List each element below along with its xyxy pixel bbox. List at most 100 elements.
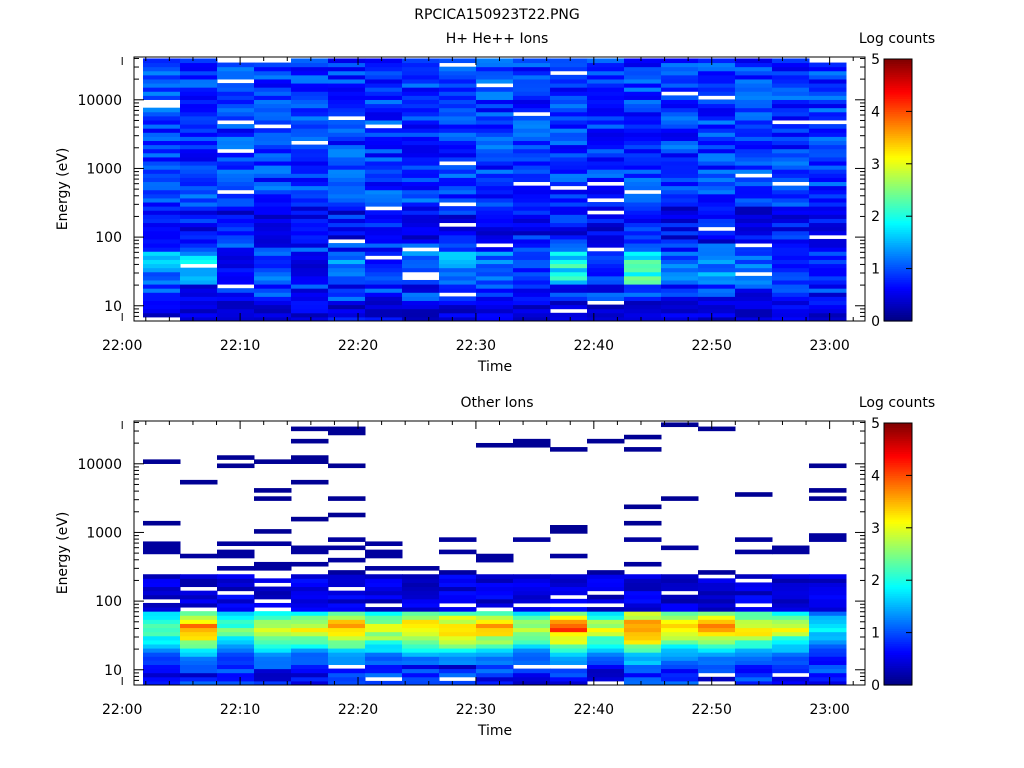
heatmap-cell [439, 181, 477, 187]
heatmap-cell [402, 300, 440, 306]
colorbar-swatch [884, 135, 912, 139]
heatmap-cell [550, 181, 588, 187]
colorbar-swatch [884, 632, 912, 636]
heatmap-cell [661, 598, 699, 604]
heatmap-cell [698, 243, 736, 248]
heatmap-cell [698, 119, 736, 125]
colorbar-swatch [884, 547, 912, 551]
heatmap-cell [180, 615, 218, 620]
heatmap-cell [291, 594, 329, 600]
heatmap-cell [624, 598, 662, 604]
heatmap-cell [143, 582, 181, 588]
heatmap-cell [365, 292, 403, 297]
heatmap-cell [809, 668, 847, 674]
heatmap-cell [698, 570, 736, 575]
heatmap-cell [439, 119, 477, 125]
heatmap-cell [365, 181, 403, 187]
heatmap-cell [291, 549, 329, 555]
heatmap-cell [143, 78, 181, 84]
heatmap-cell [772, 238, 810, 244]
heatmap-cell [217, 304, 255, 310]
heatmap-cell [217, 173, 255, 178]
heatmap-cell [550, 271, 588, 277]
heatmap-cell [254, 623, 292, 629]
colorbar-swatch [884, 198, 912, 202]
heatmap-cell [180, 197, 218, 203]
heatmap-cells-1 [143, 58, 847, 322]
heatmap-cell [439, 255, 477, 260]
heatmap-cell [180, 631, 218, 637]
heatmap-cell [217, 234, 255, 240]
heatmap-cell [772, 230, 810, 236]
heatmap-cell [180, 230, 218, 236]
heatmap-cell [735, 103, 773, 109]
heatmap-cell [513, 132, 551, 137]
heatmap-cell [365, 316, 403, 322]
heatmap-cell [143, 91, 181, 96]
heatmap-cell [772, 611, 810, 616]
heatmap-cell [624, 234, 662, 240]
heatmap-cell [661, 578, 699, 583]
heatmap-cell [698, 173, 736, 178]
heatmap-cell [624, 288, 662, 293]
heatmap-cell [217, 222, 255, 228]
heatmap-cell [661, 148, 699, 154]
colorbar-swatch [884, 621, 912, 625]
heatmap-cell [328, 275, 366, 281]
heatmap-cell [328, 148, 366, 154]
heatmap-cell [439, 594, 477, 600]
colorbar-swatch [884, 181, 912, 185]
heatmap-cell [439, 214, 477, 219]
heatmap-cell [550, 197, 588, 203]
heatmap-cell [217, 267, 255, 273]
heatmap-cell [735, 492, 773, 497]
heatmap-cell [809, 173, 847, 178]
heatmap-cell [772, 115, 810, 121]
heatmap-cell [624, 627, 662, 633]
heatmap-cell [254, 222, 292, 228]
heatmap-cell [624, 136, 662, 141]
heatmap-cell [365, 230, 403, 236]
heatmap-cell [624, 169, 662, 174]
heatmap-cell [513, 680, 551, 686]
y-tick-label: 1000 [86, 161, 122, 177]
heatmap-cell [328, 316, 366, 322]
heatmap-cell [772, 652, 810, 657]
heatmap-cell [809, 533, 847, 538]
heatmap-cell [439, 136, 477, 141]
heatmap-cell [365, 271, 403, 277]
heatmap-cell [180, 660, 218, 665]
heatmap-cell [513, 197, 551, 203]
heatmap-cell [291, 62, 329, 68]
heatmap-cell [254, 66, 292, 72]
heatmap-cell [735, 639, 773, 645]
heatmap-cell [513, 177, 551, 183]
heatmap-cell [661, 672, 699, 678]
colorbar-swatch [884, 429, 912, 433]
heatmap-cell [143, 202, 181, 207]
heatmap-cell [439, 107, 477, 113]
heatmap-cell [661, 173, 699, 178]
heatmap-cell [624, 607, 662, 612]
heatmap-cell [402, 602, 440, 608]
heatmap-cell [365, 177, 403, 183]
colorbar-tick-label: 5 [871, 416, 880, 432]
colorbar-swatch [884, 161, 912, 165]
heatmap-cell [624, 578, 662, 583]
colorbar-swatch [884, 543, 912, 546]
heatmap-cell [550, 623, 588, 629]
heatmap-cell [143, 144, 181, 150]
heatmap-cell [180, 251, 218, 256]
heatmap-cell [735, 136, 773, 141]
colorbar-swatch [884, 83, 912, 86]
colorbar-swatch [884, 466, 912, 470]
heatmap-cell [550, 226, 588, 232]
colorbar-swatch [884, 545, 912, 549]
heatmap-cell [624, 132, 662, 137]
heatmap-cell [439, 259, 477, 265]
heatmap-cell [402, 680, 440, 686]
heatmap-cell [143, 263, 181, 269]
heatmap-cell [809, 136, 847, 141]
heatmap-cell [698, 247, 736, 252]
